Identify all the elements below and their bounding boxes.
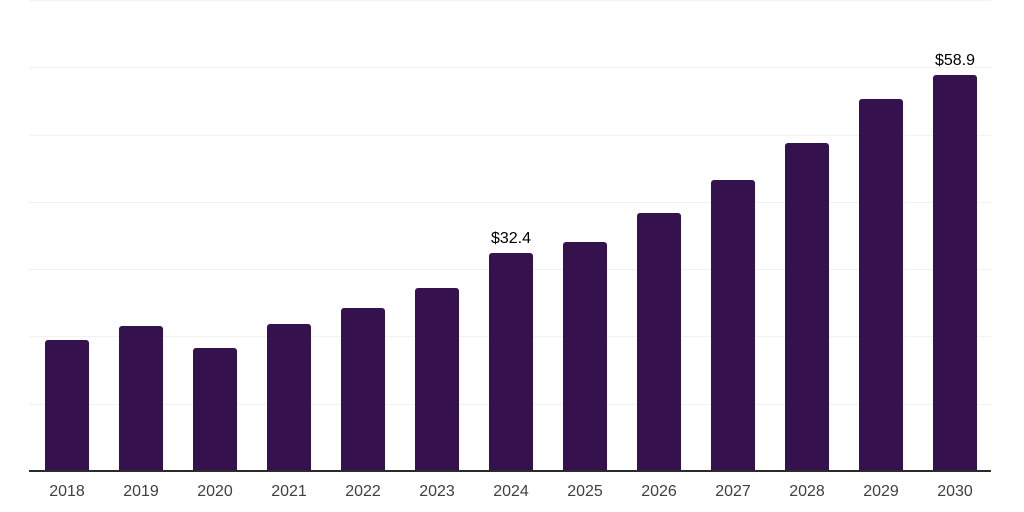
x-axis-line: [29, 470, 991, 472]
x-tick-label-2024: 2024: [493, 483, 529, 500]
x-tick-label-2023: 2023: [419, 483, 455, 500]
bar-2026: [637, 213, 681, 471]
bar-value-label-2024: $32.4: [490, 230, 532, 247]
bar-2023: [415, 287, 459, 471]
bar-2018: [45, 339, 89, 471]
bar-value-label-2030: $58.9: [934, 51, 976, 69]
x-tick-label-2026: 2026: [641, 483, 677, 500]
x-tick-label-2025: 2025: [567, 483, 603, 500]
gridline-50: [29, 134, 991, 136]
bar-2020: [193, 347, 237, 471]
bar-2029: [859, 98, 903, 471]
bar-2027: [711, 179, 755, 471]
bar-2028: [785, 142, 829, 471]
x-axis-tick-labels: 2018 2019 2020 2021 2022 2023 2024 2025 2026 2027…: [29, 484, 991, 506]
bar-2024: [489, 253, 533, 471]
gridline-60: [29, 67, 991, 69]
bar-2021: [267, 324, 311, 471]
x-tick-label-2028: 2028: [789, 483, 825, 500]
x-tick-label-2019: 2019: [123, 483, 159, 500]
x-tick-label-2022: 2022: [345, 483, 381, 500]
bar-2030: [933, 74, 977, 471]
gridline-70: [29, 0, 991, 1]
x-tick-label-2018: 2018: [49, 483, 85, 500]
x-tick-label-2030: 2030: [937, 483, 973, 500]
gridline-40: [29, 201, 991, 203]
bar-2019: [119, 325, 163, 471]
x-tick-label-2027: 2027: [715, 483, 751, 500]
plot-area: $32.4 $58.9: [29, 0, 991, 471]
x-tick-label-2029: 2029: [863, 483, 899, 500]
bar-2025: [563, 241, 607, 471]
bar-2022: [341, 308, 385, 471]
x-tick-label-2021: 2021: [271, 483, 307, 500]
x-tick-label-2020: 2020: [197, 483, 233, 500]
